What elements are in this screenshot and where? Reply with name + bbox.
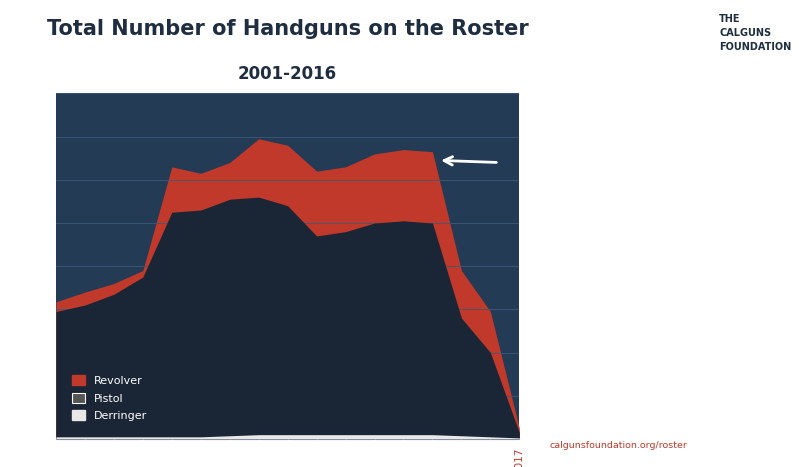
Text: Because “microstamping”
technology cannot be
commercially implemented,
no new se: Because “microstamping” technology canno…: [549, 243, 722, 321]
Legend: Revolver, Pistol, Derringer: Revolver, Pistol, Derringer: [66, 370, 153, 426]
Text: 2001-2016: 2001-2016: [238, 65, 337, 84]
Text: calgunsfoundation.org/roster: calgunsfoundation.org/roster: [549, 441, 687, 450]
Text: For more information on the
California Roster of Handguns
Certified for Sale and: For more information on the California R…: [549, 374, 716, 418]
Text: THE
CALGUNS
FOUNDATION: THE CALGUNS FOUNDATION: [719, 14, 791, 52]
Text: CA law (AB 1471 - 2008)
requiring “microstamping”
for all new semi-automatic
han: CA law (AB 1471 - 2008) requiring “micro…: [549, 105, 733, 169]
Text: Total Number of Handguns on the Roster: Total Number of Handguns on the Roster: [47, 19, 528, 39]
